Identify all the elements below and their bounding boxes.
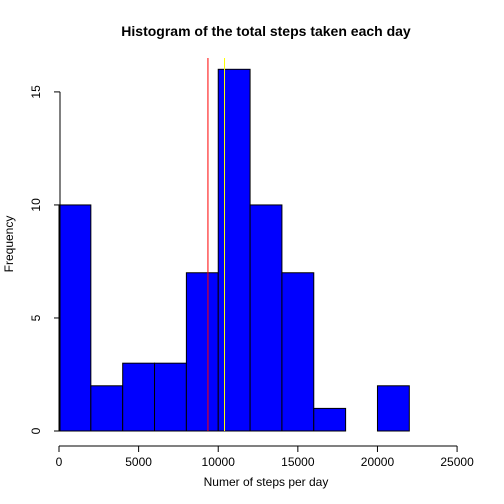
histogram-bar: [377, 386, 409, 431]
histogram-bar: [91, 386, 123, 431]
x-axis: 0 5000 10000 15000 20000 25000: [56, 446, 474, 469]
y-tick-label: 15: [29, 85, 43, 99]
x-tick-label: 10000: [202, 455, 236, 469]
y-tick-label: 10: [29, 198, 43, 212]
histogram-bar: [123, 363, 155, 431]
x-tick-label: 0: [56, 455, 63, 469]
histogram-bar: [59, 205, 91, 431]
histogram-bar: [155, 363, 187, 431]
histogram-bar: [282, 273, 314, 431]
y-axis: 0 5 10 15: [29, 85, 60, 434]
y-axis-label: Frequency: [2, 216, 16, 273]
x-tick-label: 20000: [361, 455, 395, 469]
y-tick-label: 5: [29, 314, 43, 321]
chart-title: Histogram of the total steps taken each …: [121, 23, 411, 39]
x-tick-label: 5000: [125, 455, 152, 469]
histogram-bar: [218, 69, 250, 431]
x-axis-label: Numer of steps per day: [204, 475, 329, 489]
x-tick-label: 15000: [281, 455, 315, 469]
x-tick-label: 25000: [440, 455, 474, 469]
histogram-bar: [314, 408, 346, 431]
y-tick-label: 0: [29, 427, 43, 434]
histogram-bar: [186, 273, 218, 431]
histogram-bar: [250, 205, 282, 431]
bars-group: [59, 69, 409, 431]
